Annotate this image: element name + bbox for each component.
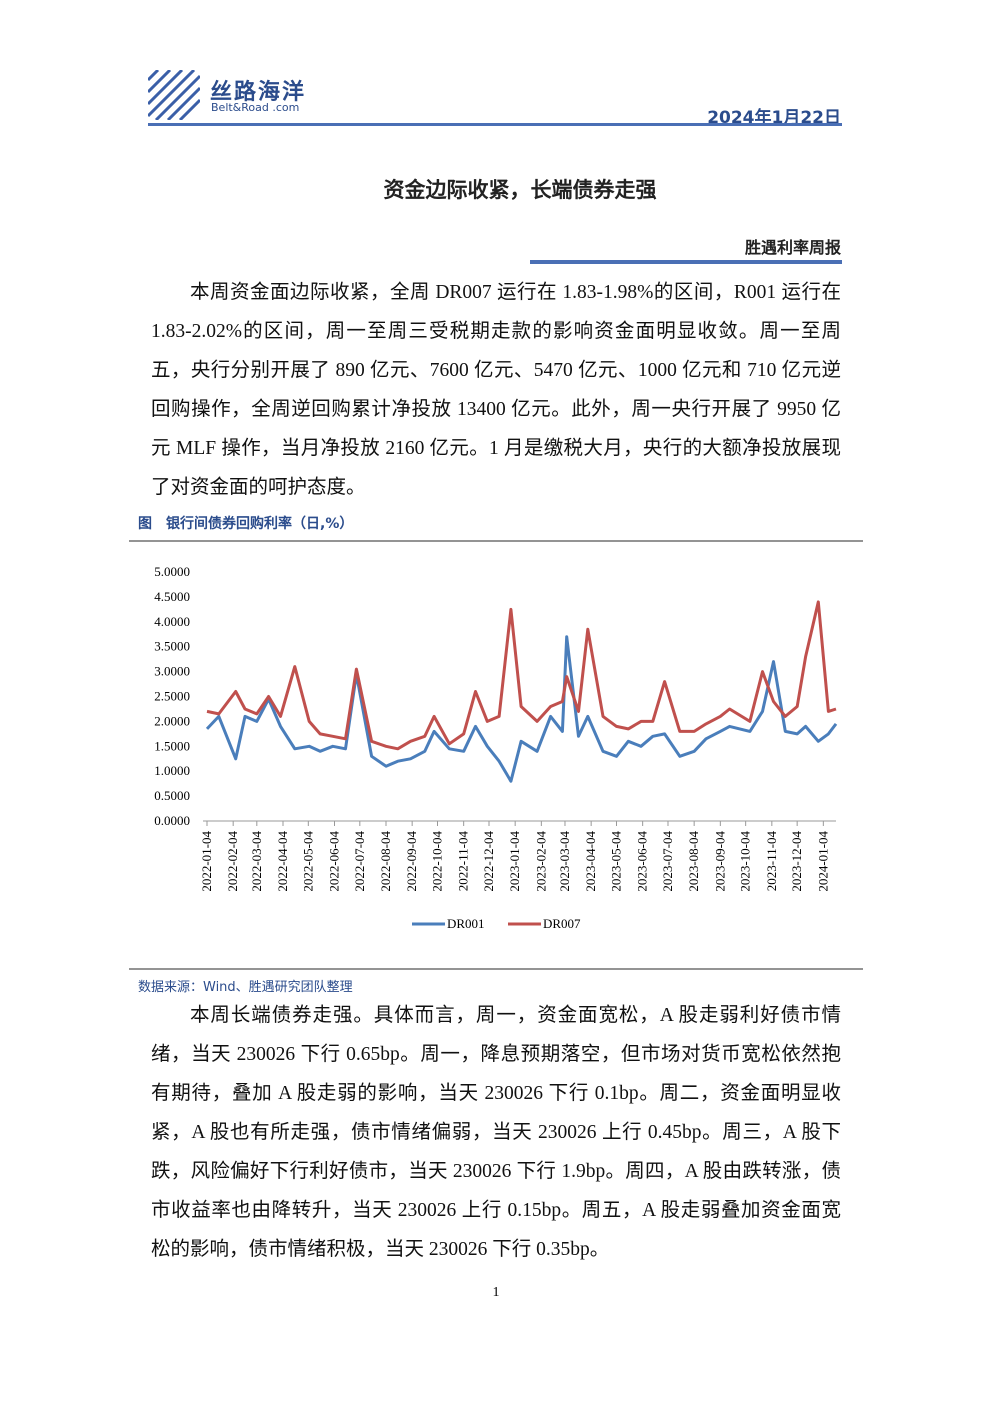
x-tick-label: 2022-10-04 [429, 831, 444, 892]
y-tick-label: 0.5000 [154, 788, 190, 803]
y-tick-label: 2.0000 [154, 713, 190, 728]
x-tick-label: 2023-08-04 [686, 831, 701, 892]
x-tick-label: 2023-09-04 [712, 831, 727, 892]
x-tick-label: 2022-08-04 [378, 831, 393, 892]
legend-label: DR007 [543, 916, 581, 931]
doc-title: 资金边际收紧，长端债券走强 [383, 178, 657, 202]
y-tick-label: 1.5000 [154, 738, 190, 753]
x-tick-label: 2024-01-04 [815, 831, 830, 892]
x-tick-label: 2022-05-04 [300, 831, 315, 892]
header-rule [148, 123, 842, 126]
y-tick-label: 3.5000 [154, 639, 190, 654]
figure-caption: 图 银行间债券回购利率（日,%） [138, 516, 354, 532]
x-tick-label: 2022-04-04 [275, 831, 290, 892]
x-tick-label: 2023-02-04 [533, 831, 548, 892]
x-tick-label: 2022-06-04 [326, 831, 341, 892]
report-rule [530, 260, 842, 264]
x-tick-label: 2023-12-04 [789, 831, 804, 892]
y-tick-label: 1.0000 [154, 763, 190, 778]
page-number: 1 [492, 1285, 500, 1300]
y-tick-label: 4.5000 [154, 589, 190, 604]
x-tick-label: 2023-04-04 [583, 831, 598, 892]
logo-cn: 丝路海洋 [210, 80, 307, 105]
x-tick-label: 2023-07-04 [660, 831, 675, 892]
x-tick-label: 2022-09-04 [404, 831, 419, 892]
x-tick-label: 2022-07-04 [352, 831, 367, 892]
chart: 0.0000 0.5000 1.0000 1.5000 2.0000 2.5000 3.00… [129, 540, 863, 970]
line-series [205, 635, 838, 783]
x-tick-label: 2023-10-04 [738, 831, 753, 892]
x-tick-label: 2023-11-04 [764, 831, 779, 892]
x-tick-label: 2022-01-04 [199, 831, 214, 892]
x-tick-label: 2022-02-04 [225, 831, 240, 892]
line-series [206, 600, 837, 751]
y-tick-label: 3.0000 [154, 664, 190, 679]
x-tick-label: 2023-05-04 [608, 831, 623, 892]
logo-icon [148, 70, 200, 120]
y-tick-label: 5.0000 [154, 564, 190, 579]
paragraph: 本周长端债券走强。具体而言，周一，资金面宽松，A 股走弱利好债市情绪，当天 23… [151, 1005, 841, 1260]
paragraph: 本周资金面边际收紧，全周 DR007 运行在 1.83-1.98%的区间，R00… [151, 282, 841, 498]
x-tick-label: 2023-03-04 [557, 831, 572, 892]
y-tick-label: 4.0000 [154, 614, 190, 629]
x-tick-label: 2023-06-04 [635, 831, 650, 892]
x-tick-label: 2022-11-04 [456, 831, 471, 892]
legend-label: DR001 [447, 916, 485, 931]
y-tick-label: 0.0000 [154, 813, 190, 828]
figure-source: 数据来源：Wind、胜遇研究团队整理 [138, 980, 353, 995]
report-name: 胜遇利率周报 [744, 238, 841, 257]
x-tick-label: 2022-03-04 [249, 831, 264, 892]
logo-en: Belt&Road .com [211, 101, 300, 114]
x-tick-label: 2022-12-04 [481, 831, 496, 892]
x-tick-label: 2023-01-04 [507, 831, 522, 892]
y-tick-label: 2.5000 [154, 689, 190, 704]
